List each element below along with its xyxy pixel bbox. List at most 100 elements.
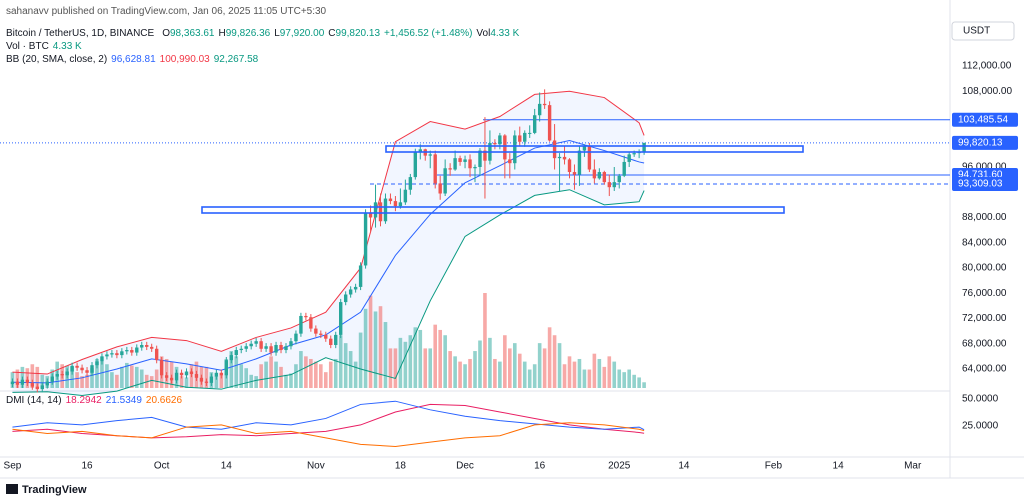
volume-bar [343,343,348,388]
candle-body [95,361,99,366]
candle-body [572,172,577,175]
volume-bar [304,356,308,388]
volume-bar [363,308,368,388]
candle-body [239,348,243,351]
volume-bar [572,361,577,388]
volume-bar [139,369,144,388]
volume-bar [463,364,467,388]
price-label-box [952,135,1018,150]
brand-name: TradingView [22,484,87,496]
volume-bar [552,335,557,388]
x-tick-label: 16 [534,461,546,472]
candle-body [329,338,333,345]
x-tick-label: Oct [154,461,170,472]
candle-body [582,145,587,151]
candle-body [259,341,263,349]
y-tick-label: 68,000.00 [962,338,1007,349]
volume-bar [433,324,438,388]
candle-body [408,177,413,190]
candle-body [513,135,517,164]
candle-body [602,172,607,183]
volume-bar [105,364,109,388]
bb-legend: BB (20, SMA, close, 2) 96,628.81 100,990.0… [6,54,262,65]
candle-body [264,346,268,349]
candle-body [269,346,273,353]
candle-body [508,159,512,164]
dmi-line [12,422,645,447]
volume-bar [577,358,582,388]
bb-line [12,90,645,375]
candle-body [254,341,258,344]
bb-fill [12,91,645,396]
volume-bar [587,369,592,388]
legend-key: O [162,28,170,39]
candle-body [169,377,174,381]
candle-body [428,154,432,156]
candle-body [383,198,388,222]
candle-body [140,344,144,348]
candle-body [50,376,54,382]
candle-body [542,103,547,106]
volume-bar [234,356,239,388]
currency-box[interactable] [951,21,1015,41]
candle-body [587,145,592,170]
volume-bar [309,358,313,388]
y-tick-label: 80,000.00 [962,263,1007,274]
candle-body [532,115,537,133]
volume-bar [259,364,263,388]
volume-bar [264,361,268,388]
volume-bar [632,374,636,388]
volume-bar [468,358,472,388]
dmi-tick-label: 25.0000 [962,421,999,432]
candle-body [299,315,303,334]
volume-bar [627,369,631,388]
volume-bar [179,376,184,388]
volume-bar [557,343,562,388]
volume-bar [383,322,388,388]
volume-title: Vol · BTC [6,41,49,52]
x-tick-label: 14 [678,461,690,472]
volume-bar [279,366,283,388]
volume-bar [368,295,373,388]
candle-body [537,103,542,116]
candle-body [189,371,194,375]
candle-body [25,379,30,383]
candle-body [234,350,238,356]
candle-body [438,183,442,194]
candle-body [493,143,497,145]
volume-bar [413,327,418,388]
candle-body [184,371,189,376]
candle-body [358,265,363,287]
dmi-value: 21.5349 [105,395,142,406]
x-tick-label: Sep [4,461,22,472]
candle-body [478,150,482,167]
candle-body [30,382,35,387]
bb-line [12,139,645,384]
price-label: 103,485.54 [958,114,1008,125]
candle-body [174,372,179,381]
candle-body [642,142,646,153]
volume-bar [40,374,45,388]
candle-body [159,360,164,376]
candle-body [249,343,253,347]
legend-value: 99,820.13 [335,28,381,39]
volume-bar [204,366,209,388]
x-tick-label: Dec [456,461,474,472]
candle-body [244,346,248,349]
legend-key: Vol [476,28,491,39]
volume-bar [602,366,607,388]
candle-body [627,154,631,162]
dmi-value: 20.6626 [145,395,183,406]
volume-bar [503,335,507,388]
candle-body [55,374,59,377]
candle-body [468,159,472,169]
currency: USDT [963,26,990,37]
candle-body [130,350,134,353]
candle-body [85,370,89,373]
candle-body [214,372,219,377]
volume-bar [125,362,129,388]
publisher-line: sahanavv published on TradingView.com, J… [6,6,327,17]
volume-bar [517,353,522,388]
volume-bar [80,376,84,388]
